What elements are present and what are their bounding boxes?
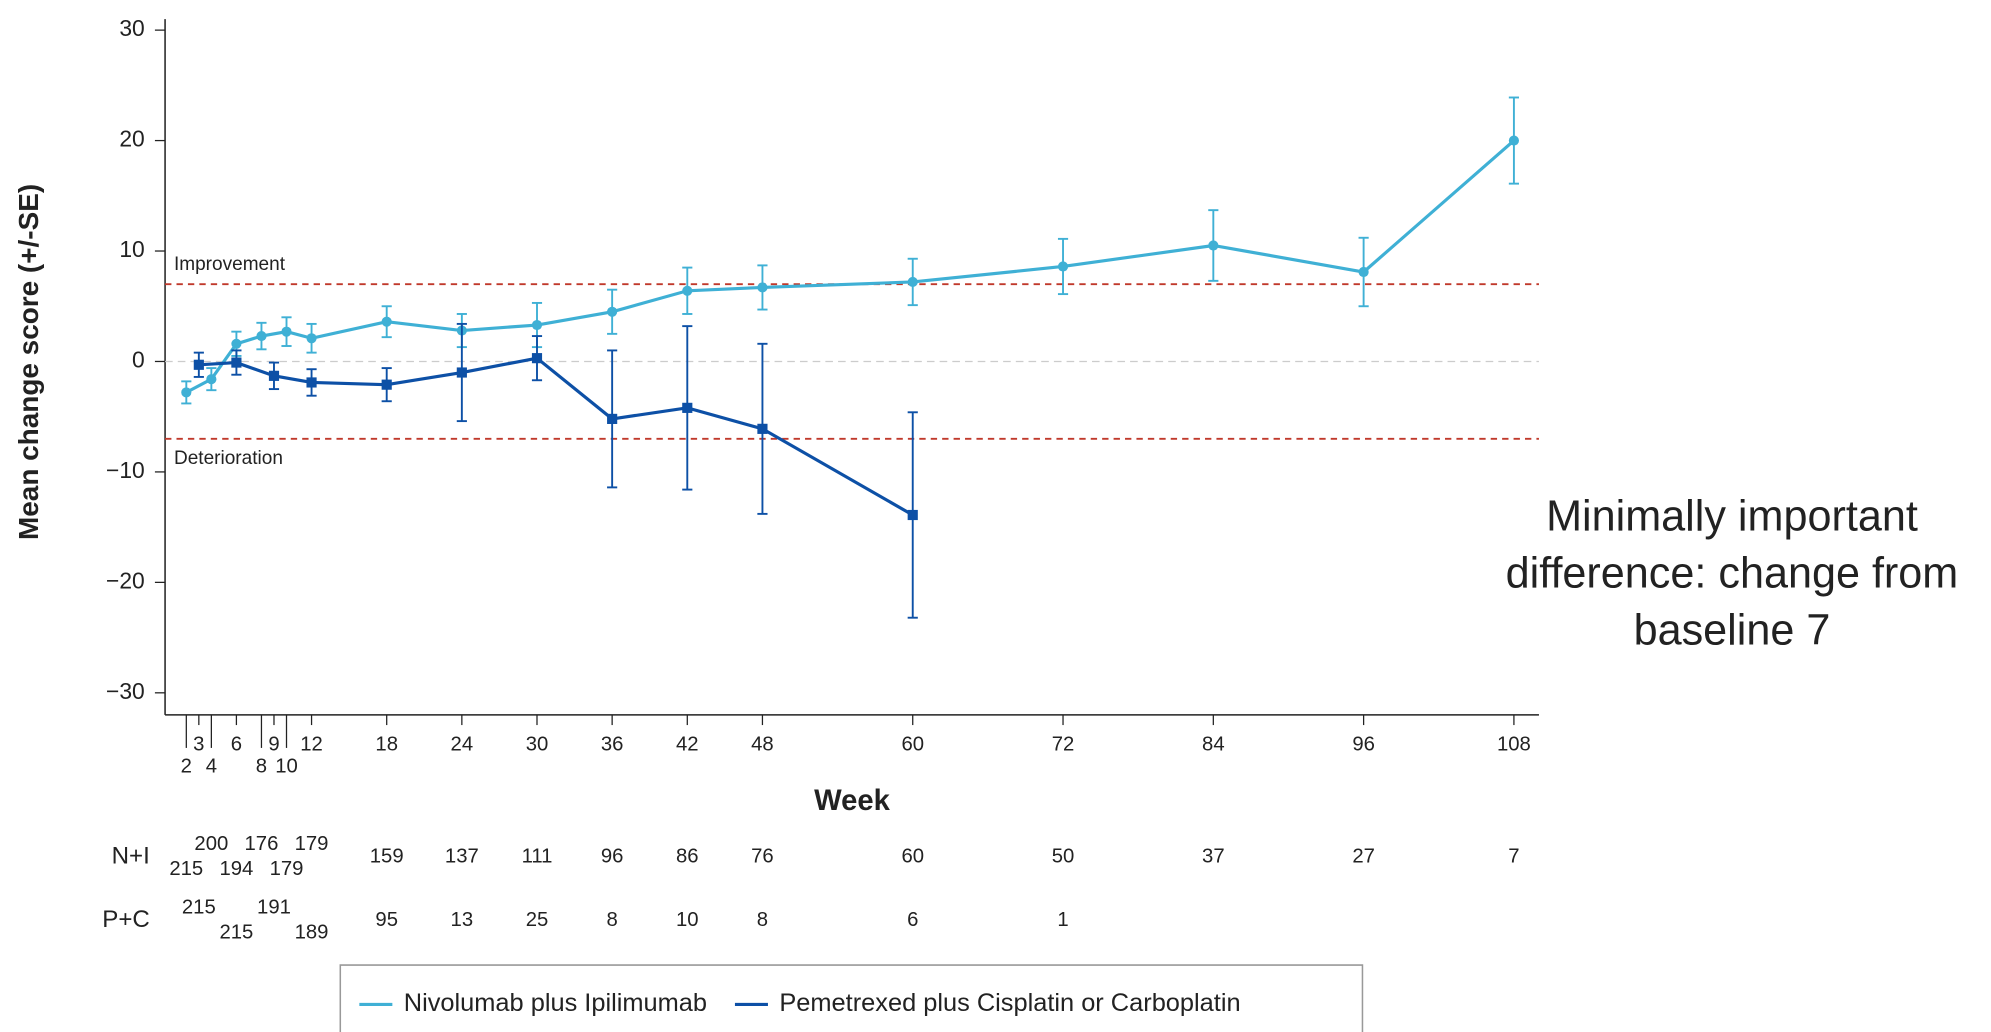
marker — [193, 359, 204, 370]
marker — [607, 413, 618, 424]
at-risk-count: 96 — [601, 845, 624, 867]
series — [193, 322, 918, 619]
marker — [531, 353, 543, 364]
at-risk-count: 189 — [295, 922, 329, 944]
series — [181, 96, 1519, 405]
at-risk-count: 1 — [1057, 909, 1068, 931]
series-line — [198, 356, 914, 517]
marker — [531, 319, 543, 331]
x-tick-label: 48 — [751, 734, 774, 756]
at-risk-count: 86 — [676, 845, 699, 867]
x-tick-label: 2 — [181, 755, 192, 777]
y-tick-label: −20 — [106, 567, 145, 593]
legend-box — [339, 964, 1364, 1032]
x-tick-label: 96 — [1352, 734, 1375, 756]
at-risk-count: 215 — [169, 858, 203, 880]
legend-label: Pemetrexed plus Cisplatin or Carboplatin — [779, 989, 1240, 1017]
at-risk-count: 60 — [901, 845, 924, 867]
at-risk-count: 25 — [526, 909, 549, 931]
marker — [381, 316, 392, 327]
at-risk-count: 159 — [370, 845, 404, 867]
legend-label: Nivolumab plus Ipilimumab — [404, 989, 707, 1017]
at-risk-count: 191 — [257, 896, 291, 918]
marker — [256, 330, 267, 342]
marker — [682, 285, 693, 296]
at-risk-count: 176 — [245, 833, 279, 855]
marker — [456, 367, 467, 378]
x-tick-label: 60 — [901, 734, 924, 756]
at-risk-count: 37 — [1202, 845, 1225, 867]
at-risk-count: 215 — [219, 922, 253, 944]
marker — [381, 379, 392, 390]
marker — [907, 276, 918, 288]
annotation: Minimally important difference: change fr… — [1506, 493, 1959, 655]
marker — [757, 282, 768, 293]
x-tick-label: 18 — [375, 734, 398, 756]
x-tick-label: 72 — [1052, 734, 1075, 756]
x-tick-label: 3 — [193, 734, 204, 756]
at-risk-count: 10 — [676, 909, 699, 931]
at-risk-count: 6 — [907, 909, 918, 931]
marker — [907, 509, 918, 521]
marker — [1508, 135, 1519, 146]
x-tick-label: 12 — [300, 734, 323, 756]
y-tick-label: −10 — [106, 457, 145, 483]
at-risk-count: 200 — [194, 833, 228, 855]
marker — [607, 306, 618, 317]
x-tick-label: 42 — [676, 734, 699, 756]
marker — [306, 333, 317, 344]
x-tick-label: 24 — [451, 734, 474, 756]
marker — [757, 423, 768, 434]
marker — [682, 402, 693, 413]
marker — [306, 377, 317, 388]
marker — [281, 326, 292, 337]
at-risk-count: 76 — [751, 845, 774, 867]
at-risk-count: 27 — [1352, 845, 1375, 867]
marker — [231, 357, 242, 368]
reference-label: Improvement — [174, 254, 286, 275]
marker — [268, 370, 280, 381]
x-tick-label: 108 — [1497, 734, 1531, 756]
marker — [1358, 266, 1369, 278]
at-risk-label: N+I — [112, 842, 150, 869]
reference-label: Deterioration — [174, 448, 283, 469]
marker — [206, 374, 217, 385]
y-tick-label: 30 — [119, 15, 144, 41]
at-risk-count: 50 — [1052, 845, 1075, 867]
at-risk-label: P+C — [102, 906, 150, 933]
y-axis-title: Mean change score (+/-SE) — [13, 184, 44, 540]
series-line — [185, 139, 1515, 394]
x-tick-label: 9 — [268, 734, 279, 756]
marker — [231, 338, 242, 349]
at-risk-count: 194 — [219, 858, 253, 880]
x-tick-label: 10 — [275, 755, 298, 777]
y-tick-label: 20 — [119, 126, 144, 152]
at-risk-count: 179 — [270, 858, 304, 880]
at-risk-count: 8 — [757, 909, 768, 931]
at-risk-count: 179 — [295, 833, 329, 855]
at-risk-count: 95 — [375, 909, 398, 931]
marker — [181, 387, 192, 398]
at-risk-count: 137 — [445, 845, 479, 867]
at-risk-count: 13 — [451, 909, 474, 931]
x-axis-title: Week — [814, 785, 890, 817]
x-tick-label: 4 — [206, 755, 217, 777]
at-risk-count: 8 — [606, 909, 617, 931]
x-tick-label: 30 — [526, 734, 549, 756]
at-risk-count: 111 — [522, 845, 553, 867]
y-tick-label: −30 — [106, 678, 145, 704]
x-tick-label: 84 — [1202, 734, 1225, 756]
marker — [1057, 261, 1069, 272]
y-tick-label: 0 — [132, 347, 145, 373]
x-tick-label: 8 — [256, 755, 267, 777]
y-tick-label: 10 — [119, 236, 144, 262]
marker — [1208, 240, 1219, 251]
x-tick-label: 6 — [231, 734, 242, 756]
at-risk-count: 7 — [1508, 845, 1519, 867]
x-tick-label: 36 — [601, 734, 624, 756]
at-risk-count: 215 — [182, 896, 216, 918]
